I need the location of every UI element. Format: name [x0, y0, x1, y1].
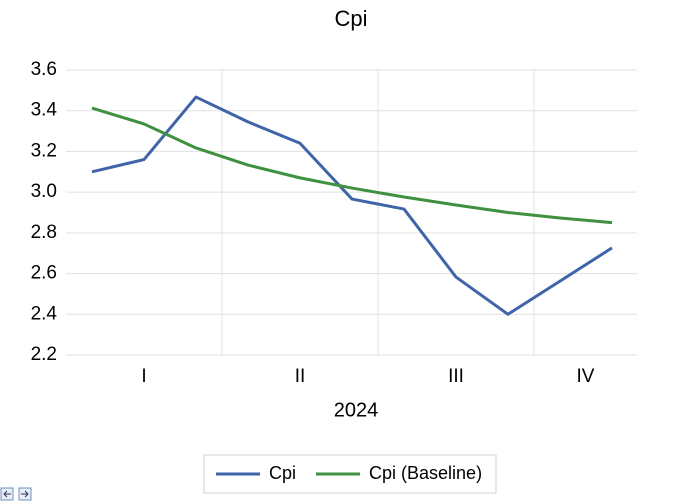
- x-group-label: I: [141, 366, 146, 387]
- y-tick-label: 3.4: [31, 100, 58, 121]
- y-tick-label: 2.8: [31, 222, 57, 243]
- prev-arrow: [3, 490, 11, 498]
- y-tick-label: 2.4: [31, 303, 58, 324]
- chart-title: Cpi: [334, 6, 367, 31]
- y-tick-label: 3.2: [31, 140, 57, 161]
- legend-label: Cpi (Baseline): [369, 463, 482, 483]
- next-arrow: [21, 490, 29, 498]
- y-tick-label: 2.6: [31, 263, 57, 284]
- x-group-label: II: [295, 366, 306, 387]
- nav-icons[interactable]: [0, 487, 32, 501]
- series-line: [91, 106, 613, 225]
- x-group-label: IV: [577, 366, 595, 387]
- y-tick-label: 3.6: [31, 59, 57, 80]
- series-line: [91, 95, 613, 316]
- y-tick-label: 2.2: [31, 344, 57, 365]
- legend-label: Cpi: [269, 463, 296, 483]
- y-tick-label: 3.0: [31, 181, 57, 202]
- x-axis-label: 2024: [334, 399, 379, 421]
- x-group-label: III: [448, 366, 464, 387]
